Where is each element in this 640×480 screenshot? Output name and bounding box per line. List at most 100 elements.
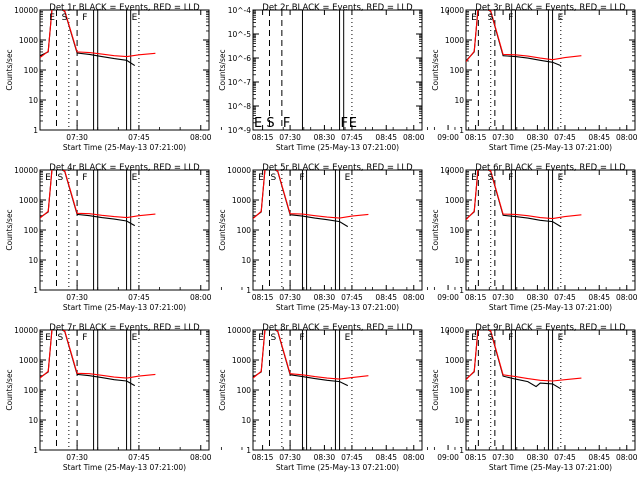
y-tick-label: 10^-5 xyxy=(228,30,252,39)
x-tick-label: 08:15 xyxy=(252,453,274,462)
plot-frame xyxy=(39,169,210,291)
y-tick-label: 10000 xyxy=(440,166,464,175)
series-line-lld xyxy=(466,330,582,382)
event-marker-label: E xyxy=(349,116,357,131)
x-tick-label: 07:30 xyxy=(66,293,88,302)
event-marker-label: E xyxy=(132,13,138,23)
panel-title: Det 8r BLACK = Events, RED = LLD xyxy=(262,323,413,333)
x-tick-label: 08:00 xyxy=(403,293,425,302)
y-tick-label: 1000 xyxy=(19,356,38,365)
event-marker-label: S xyxy=(270,333,276,343)
x-tick-label: 08:00 xyxy=(616,293,638,302)
plot-area xyxy=(253,170,369,290)
event-marker-label: S xyxy=(488,173,494,183)
panel-det-5: Det 5r BLACK = Events, RED = LLD11010010… xyxy=(218,163,621,312)
event-marker-label: E xyxy=(45,333,51,343)
x-tick-label: 07:30 xyxy=(279,453,301,462)
panel-det-1: Det 1r BLACK = Events, RED = LLD11010010… xyxy=(5,3,490,152)
x-tick-label: 09:00 xyxy=(437,453,459,462)
event-marker-label: F xyxy=(82,173,87,183)
panel-det-9: Det 9r BLACK = Events, RED = LLD 1 10 100 10… xyxy=(431,323,638,472)
panel-title: Det 2r BLACK = Events, RED = LLD xyxy=(262,3,413,13)
panel-det-7: Det 7r BLACK = Events, RED = LLD 1 10 100 10… xyxy=(5,323,490,472)
plot-area xyxy=(40,10,156,130)
plot-frame xyxy=(39,9,210,131)
y-tick-label: 10 xyxy=(241,256,251,265)
panel-title: Det 5r BLACK = Events, RED = LLD xyxy=(262,163,413,173)
event-marker-label: S xyxy=(266,116,274,131)
y-axis-label: Counts/sec xyxy=(431,369,440,410)
x-tick-label: 07:45 xyxy=(554,453,576,462)
x-tick-label: 07:45 xyxy=(128,293,150,302)
x-tick-label: 08:00 xyxy=(190,293,212,302)
event-marker-label: E xyxy=(471,13,477,23)
event-marker-label: E xyxy=(132,173,138,183)
event-marker-label: F xyxy=(508,173,513,183)
y-tick-label: 100 xyxy=(450,226,465,235)
y-axis-label: Counts/sec xyxy=(5,209,14,250)
y-axis-label: Counts/sec xyxy=(431,209,440,250)
event-marker-label: E xyxy=(132,333,138,343)
panel-det-6: Det 6r BLACK = Events, RED = LLD 1 10 100 10… xyxy=(431,163,638,312)
x-tick-label: 07:30 xyxy=(279,293,301,302)
y-axis-label: Counts/sec xyxy=(5,49,14,90)
series-line-lld xyxy=(40,330,156,379)
plot-area xyxy=(40,170,156,290)
y-tick-label: 1000 xyxy=(232,196,251,205)
y-tick-label: 100 xyxy=(24,226,39,235)
event-marker-label: S xyxy=(488,13,494,23)
event-marker-label: E xyxy=(558,333,564,343)
event-marker-label: F xyxy=(299,173,304,183)
y-tick-label: 10000 xyxy=(14,6,38,15)
x-tick-label: 08:45 xyxy=(588,453,610,462)
y-axis-label: Counts/sec xyxy=(218,49,227,90)
y-tick-label: 10000 xyxy=(14,326,38,335)
event-marker-label: S xyxy=(488,333,494,343)
x-tick-label: 08:30 xyxy=(527,293,549,302)
x-tick-label: 08:45 xyxy=(588,133,610,142)
y-tick-label: 10^-4 xyxy=(228,6,252,15)
y-tick-label: 1 xyxy=(246,286,251,295)
x-axis-label: Start Time (25-May-13 07:21:00) xyxy=(276,463,399,472)
y-tick-label: 10^-9 xyxy=(228,126,252,135)
event-marker-label: E xyxy=(345,173,351,183)
y-tick-label: 1 xyxy=(246,446,251,455)
y-tick-label: 10000 xyxy=(14,166,38,175)
plot-area xyxy=(466,10,582,130)
y-axis-label: Counts/sec xyxy=(218,369,227,410)
panel-det-2: Det 2r BLACK = Events, RED = LLD 10^-9 10^… xyxy=(218,3,621,152)
y-axis-label: Counts/sec xyxy=(218,209,227,250)
y-tick-label: 100 xyxy=(24,66,39,75)
panel-det-8: Det 8r BLACK = Events, RED = LLD11010010… xyxy=(218,323,621,472)
x-tick-label: 08:30 xyxy=(314,293,336,302)
x-axis-label: Start Time (25-May-13 07:21:00) xyxy=(489,303,612,312)
event-marker-label: F xyxy=(508,333,513,343)
x-axis-label: Start Time (25-May-13 07:21:00) xyxy=(63,303,186,312)
plot-frame xyxy=(465,169,636,291)
y-tick-label: 10000 xyxy=(440,326,464,335)
x-tick-label: 08:45 xyxy=(375,453,397,462)
panel-title: Det 6r BLACK = Events, RED = LLD xyxy=(475,163,626,173)
x-tick-label: 08:30 xyxy=(527,133,549,142)
y-tick-label: 1000 xyxy=(445,36,464,45)
panel-title: Det 7r BLACK = Events, RED = LLD xyxy=(49,323,200,333)
event-marker-label: E xyxy=(45,173,51,183)
y-tick-label: 10 xyxy=(454,96,464,105)
y-tick-label: 100 xyxy=(24,386,39,395)
x-tick-label: 08:30 xyxy=(527,453,549,462)
plot-area xyxy=(466,330,582,450)
y-tick-label: 10 xyxy=(454,416,464,425)
x-tick-label: 08:30 xyxy=(314,133,336,142)
panel-det-4: Det 4r BLACK = Events, RED = LLD11010010… xyxy=(5,163,490,312)
x-tick-label: 07:45 xyxy=(341,453,363,462)
y-tick-label: 10 xyxy=(28,416,38,425)
plot-area xyxy=(40,330,156,450)
x-tick-label: 08:00 xyxy=(616,133,638,142)
y-tick-label: 1 xyxy=(459,126,464,135)
event-marker-label: E xyxy=(471,333,477,343)
x-tick-label: 09:00 xyxy=(437,133,459,142)
event-marker-label: S xyxy=(270,173,276,183)
panel-det-3: Det 3r BLACK = Events, RED = LLD 1 10 100 10… xyxy=(431,3,638,152)
y-tick-label: 1 xyxy=(459,286,464,295)
y-tick-label: 100 xyxy=(237,226,252,235)
